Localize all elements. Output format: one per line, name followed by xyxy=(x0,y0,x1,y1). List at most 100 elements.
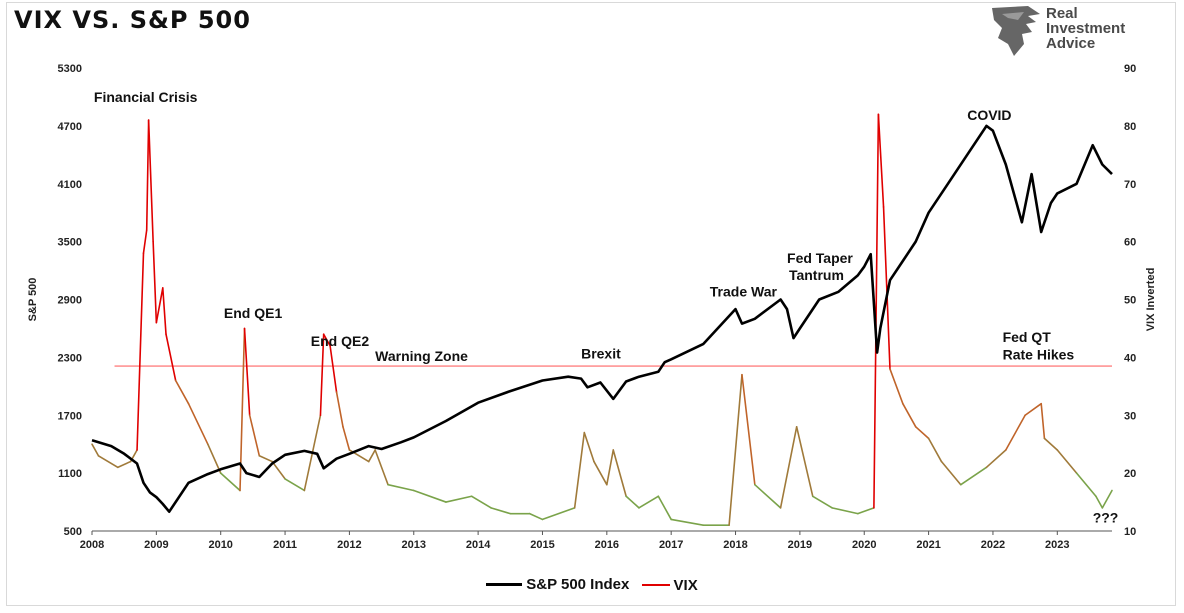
vix-line-segment xyxy=(583,431,595,463)
vix-line-segment xyxy=(142,229,148,254)
vix-line-segment xyxy=(927,437,943,463)
legend-label-vix: VIX xyxy=(673,576,698,594)
right-tick-label: 60 xyxy=(1124,237,1136,249)
x-tick-label: 2012 xyxy=(337,539,361,551)
vix-line-segment xyxy=(161,287,167,336)
vix-line-segment xyxy=(329,344,338,393)
left-tick-label: 500 xyxy=(64,526,82,538)
vix-line-segment xyxy=(248,414,261,457)
chart-annotation: Financial Crisis xyxy=(94,89,198,105)
vix-line-segment xyxy=(1005,414,1026,451)
right-axis-title: VIX Inverted xyxy=(1145,268,1157,332)
chart-annotation: Fed QT xyxy=(1003,329,1052,345)
vix-line-segment xyxy=(322,333,331,347)
x-tick-label: 2014 xyxy=(466,539,491,551)
vix-line-segment xyxy=(367,449,376,463)
vix-line-segment xyxy=(412,489,447,503)
right-tick-label: 20 xyxy=(1124,468,1136,480)
x-tick-label: 2023 xyxy=(1045,539,1069,551)
vix-line-segment xyxy=(795,426,814,498)
x-tick-label: 2008 xyxy=(80,539,104,551)
legend-swatch-vix xyxy=(641,584,670,586)
x-tick-label: 2011 xyxy=(273,539,297,551)
legend-label-sp500: S&P 500 Index xyxy=(526,576,630,593)
vix-line-segment xyxy=(319,333,325,417)
vix-line-segment xyxy=(1101,489,1113,509)
vix-line-segment xyxy=(335,391,344,428)
x-tick-label: 2009 xyxy=(144,539,168,551)
vix-line-segment xyxy=(1056,449,1078,474)
vix-line-segment xyxy=(187,402,209,445)
chart-annotation: Tantrum xyxy=(789,267,844,283)
legend-item-sp500: S&P 500 Index xyxy=(486,576,629,593)
left-tick-label: 1700 xyxy=(58,410,82,422)
vix-line-segment xyxy=(914,426,930,440)
vix-line-segment xyxy=(1024,402,1043,417)
vix-line-segment xyxy=(258,454,273,463)
vix-line-segment xyxy=(741,373,756,486)
vix-line-segment xyxy=(243,327,251,417)
vix-line-segment xyxy=(625,495,640,509)
legend-item-vix: VIX xyxy=(641,576,698,594)
chart-annotation: End QE2 xyxy=(311,333,370,349)
chart-annotation: ??? xyxy=(1093,509,1119,525)
vix-line-segment xyxy=(873,113,880,509)
right-tick-label: 40 xyxy=(1124,352,1136,364)
x-tick-label: 2020 xyxy=(852,539,876,551)
vix-line-segment xyxy=(593,460,608,486)
vix-line-segment xyxy=(612,449,627,498)
vix-line-segment xyxy=(541,507,576,521)
vix-line-segment xyxy=(857,507,875,515)
vix-line-segment xyxy=(165,333,177,382)
vix-line-segment xyxy=(136,252,145,451)
x-tick-label: 2019 xyxy=(788,539,812,551)
right-tick-label: 80 xyxy=(1124,121,1136,133)
sp500-line xyxy=(91,124,1113,513)
left-tick-label: 4700 xyxy=(58,121,82,133)
right-tick-label: 50 xyxy=(1124,295,1136,307)
x-tick-label: 2010 xyxy=(208,539,232,551)
right-tick-label: 30 xyxy=(1124,410,1136,422)
vix-line-segment xyxy=(606,449,615,486)
x-tick-label: 2015 xyxy=(530,539,554,551)
legend: S&P 500 Index VIX xyxy=(0,573,1184,594)
x-tick-label: 2018 xyxy=(723,539,747,551)
chart-annotation: Fed Taper xyxy=(787,250,853,266)
x-tick-label: 2021 xyxy=(916,539,940,551)
chart-annotation: End QE1 xyxy=(224,305,283,321)
chart-annotation: Brexit xyxy=(581,345,621,361)
vix-line-segment xyxy=(271,460,286,480)
x-tick-label: 2016 xyxy=(595,539,619,551)
vix-line-segment xyxy=(754,483,782,509)
vix-line-segment xyxy=(811,495,833,509)
lion-logo-icon xyxy=(992,6,1040,56)
vix-line-segment xyxy=(116,460,132,469)
vix-line-segment xyxy=(91,443,100,457)
brand-line-3: Advice xyxy=(1046,35,1096,52)
vix-line-segment xyxy=(670,518,705,527)
vix-line-segment xyxy=(490,507,512,515)
left-tick-label: 1100 xyxy=(58,468,82,480)
vix-line-segment xyxy=(155,287,164,324)
vix-line-segment xyxy=(1043,437,1059,451)
vix-line-segment xyxy=(638,495,660,509)
vix-line-segment xyxy=(728,373,743,527)
chart-annotation: Warning Zone xyxy=(375,348,468,364)
left-axis-title: S&P 500 xyxy=(27,278,39,322)
vix-line-segment xyxy=(1095,495,1104,509)
vix-line-segment xyxy=(342,426,351,451)
vix-line-segment xyxy=(1075,472,1097,498)
vix-line-segment xyxy=(445,495,473,503)
brand-line-1: Real xyxy=(1046,5,1078,22)
left-tick-label: 5300 xyxy=(58,63,82,75)
left-tick-label: 2900 xyxy=(58,295,82,307)
x-tick-label: 2017 xyxy=(659,539,683,551)
vix-line-segment xyxy=(985,449,1007,469)
vix-line-segment xyxy=(831,507,859,515)
vix-line-segment xyxy=(147,119,154,243)
vix-line-segment xyxy=(152,240,158,324)
vix-line-segment xyxy=(959,466,988,486)
vix-line-segment xyxy=(387,483,415,492)
legend-swatch-sp500 xyxy=(486,583,523,586)
